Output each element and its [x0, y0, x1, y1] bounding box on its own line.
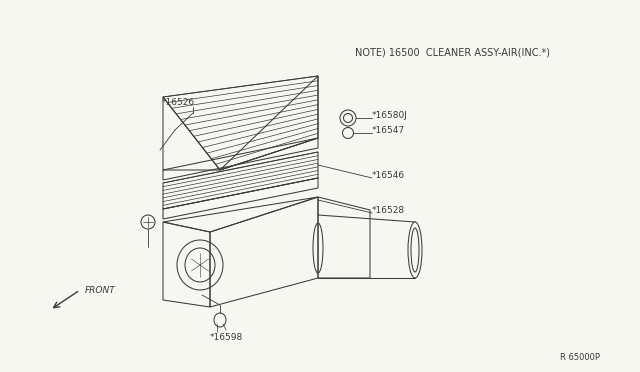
Text: *16546: *16546: [372, 171, 405, 180]
Text: *16598: *16598: [210, 333, 243, 342]
Text: FRONT: FRONT: [85, 286, 116, 295]
Text: *16580J: *16580J: [372, 111, 408, 120]
Text: NOTE) 16500  CLEANER ASSY-AIR(INC.*): NOTE) 16500 CLEANER ASSY-AIR(INC.*): [355, 47, 550, 57]
Text: *16526: *16526: [162, 98, 195, 107]
Text: R 65000P: R 65000P: [560, 353, 600, 362]
Text: *16547: *16547: [372, 126, 405, 135]
Text: *16528: *16528: [372, 206, 405, 215]
Ellipse shape: [408, 222, 422, 278]
